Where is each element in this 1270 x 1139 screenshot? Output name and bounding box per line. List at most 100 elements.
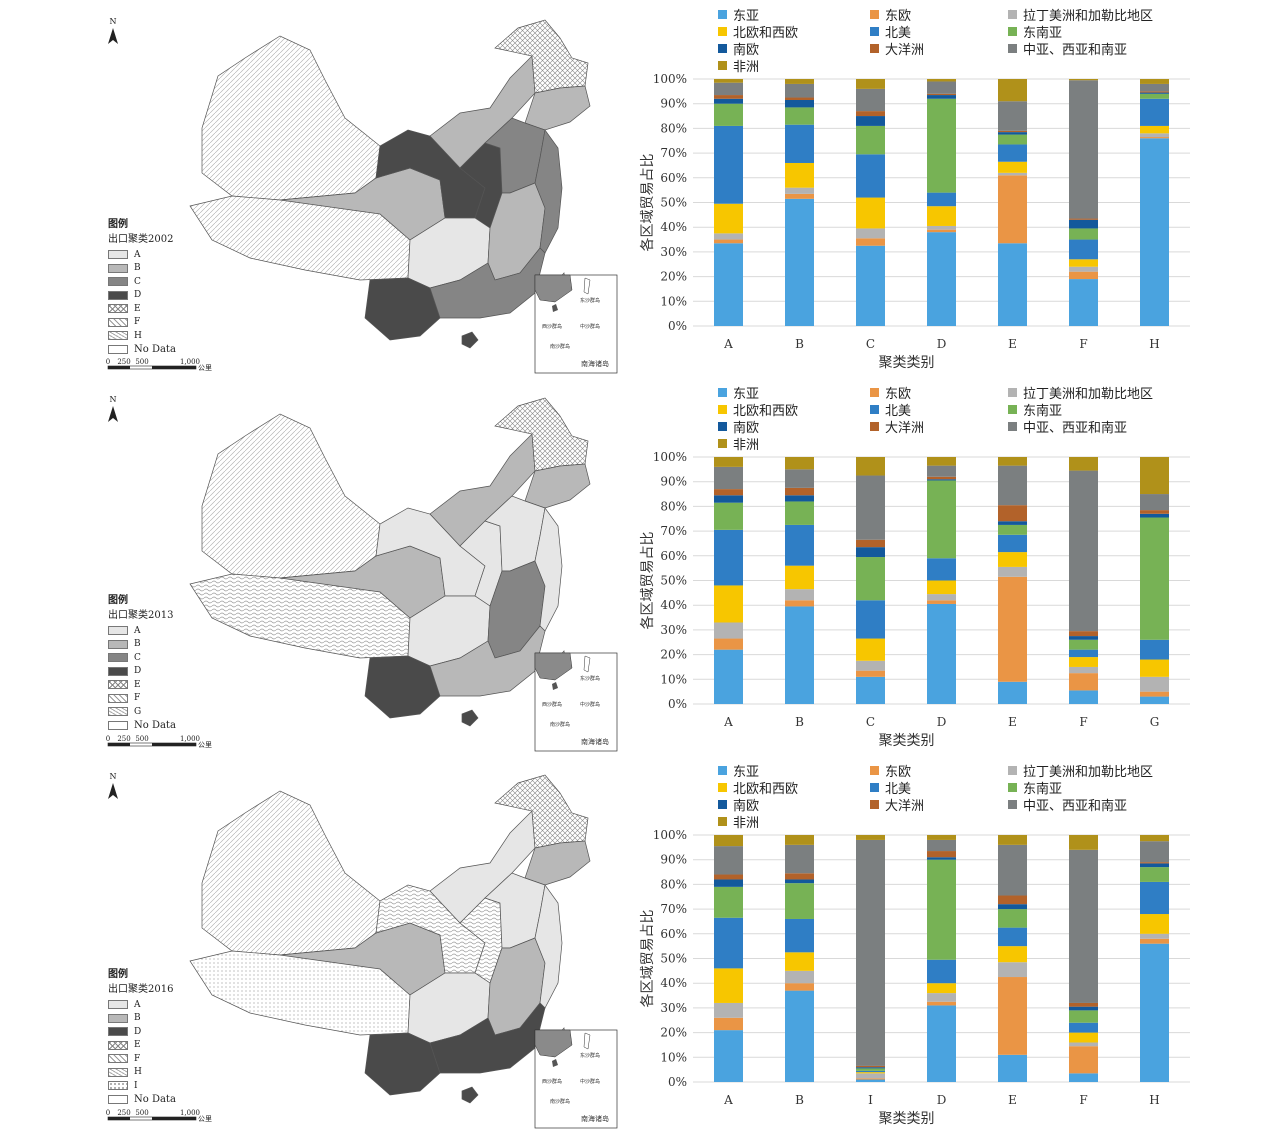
bar-segment [998, 895, 1027, 905]
bar-segment [1140, 98, 1169, 126]
bar-segment [1069, 657, 1098, 667]
bar-segment [1140, 659, 1169, 677]
legend-swatch [870, 766, 879, 775]
island-label: 西沙群岛 [542, 1078, 562, 1085]
bar-segment [785, 79, 814, 84]
bar-segment [1140, 862, 1169, 864]
province-region [534, 507, 563, 632]
bar-segment [714, 79, 743, 83]
bar-segment [998, 566, 1027, 577]
map-legend: 图例 出口聚类2002 A B C D E F H No Data [108, 215, 176, 356]
bar-segment [856, 1073, 885, 1079]
y-tick-label: 80% [660, 877, 687, 891]
bar-segment [1069, 631, 1098, 637]
bar-segment [785, 918, 814, 953]
map-legend-swatch [108, 693, 128, 703]
legend-entry: 中亚、西亚和南亚 [1008, 799, 1127, 815]
bar-segment [785, 469, 814, 488]
legend-label: 拉丁美洲和加勒比地区 [1023, 765, 1154, 780]
bar-segment [785, 589, 814, 601]
bar-segment [1140, 510, 1169, 514]
legend-entry: 东南亚 [1008, 26, 1062, 42]
bar-segment [785, 457, 814, 470]
bar-segment [856, 1078, 885, 1080]
legend-entry: 北美 [870, 26, 911, 42]
bar-segment [1140, 93, 1169, 99]
map-legend-label: D [134, 666, 142, 677]
bar-segment [714, 1017, 743, 1031]
map-legend-row: No Data [108, 1093, 176, 1107]
map-legend-label: A [134, 625, 141, 636]
map-legend-row: F [108, 1052, 176, 1066]
bar-segment [856, 557, 885, 601]
province-region [534, 129, 563, 254]
legend-label: 东南亚 [1023, 404, 1063, 419]
map-legend-swatch [108, 707, 128, 717]
bar-segment [998, 962, 1027, 978]
scale-label: 0 [106, 358, 110, 366]
y-tick-label: 100% [653, 828, 687, 842]
bar-segment [714, 638, 743, 650]
legend-swatch [1008, 422, 1017, 431]
map-legend-row: B [108, 262, 176, 276]
bar-segment [714, 622, 743, 639]
bar-segment [856, 79, 885, 89]
bar-segment [1140, 835, 1169, 842]
bar-segment [714, 239, 743, 244]
bar-segment [785, 107, 814, 125]
scale-label: 1,000 [180, 1109, 200, 1117]
bar-segment [998, 130, 1027, 133]
bar-segment [927, 232, 956, 326]
legend-entry: 拉丁美洲和加勒比地区 [1008, 765, 1153, 781]
legend-label: 东亚 [733, 765, 760, 780]
map-legend-row: E [108, 302, 176, 316]
x-tick-label: D [937, 337, 947, 351]
legend-entry: 南欧 [718, 421, 759, 437]
bar-segment [856, 638, 885, 661]
bar-segment [1140, 943, 1169, 1082]
bar-segment [714, 233, 743, 240]
bar-segment [1140, 691, 1169, 697]
north-arrow-icon: N [108, 17, 118, 44]
map-legend-label: A [134, 999, 141, 1010]
bar-segment [1140, 138, 1169, 326]
bar-segment [927, 993, 956, 1002]
map-legend-label: E [134, 303, 141, 314]
bar-segment [927, 192, 956, 207]
map-legend-row: H [108, 329, 176, 343]
island-label: 西沙群岛 [542, 323, 562, 330]
map-legend-row: No Data [108, 343, 176, 357]
legend-swatch [1008, 10, 1017, 19]
bar-segment [998, 909, 1027, 928]
bar-segment [714, 1030, 743, 1082]
bar-segment [1069, 649, 1098, 658]
map-legend-label: C [134, 276, 141, 287]
bar-segment [927, 479, 956, 481]
legend-entry: 非洲 [718, 60, 759, 76]
map-legend-row: E [108, 678, 176, 692]
bar-segment [785, 193, 814, 199]
legend-entry: 北欧和西欧 [718, 26, 798, 42]
y-tick-label: 40% [660, 598, 687, 612]
bar-segment [714, 874, 743, 880]
map-legend-swatch [108, 277, 128, 287]
bar-segment [856, 197, 885, 229]
bar-segment [785, 495, 814, 502]
bar-segment [856, 835, 885, 840]
bar-segment [785, 487, 814, 496]
bar-segment [998, 172, 1027, 176]
bar-segment [998, 101, 1027, 131]
legend-entry: 东欧 [870, 387, 911, 403]
map-legend-label: G [134, 706, 142, 717]
bar-segment [1069, 639, 1098, 650]
chart-legend: 东亚 东欧 拉丁美洲和加勒比地区 北欧和西欧 北美 东南亚 南欧 大洋洲 中亚、西亚和南亚 非洲 [630, 761, 1190, 831]
north-label: N [110, 772, 117, 781]
map-legend-label: F [134, 1053, 141, 1064]
map-legend: 图例 出口聚类2013 A B C D E F G No Data [108, 591, 176, 732]
chart-legend: 东亚 东欧 拉丁美洲和加勒比地区 北欧和西欧 北美 东南亚 南欧 大洋洲 中亚、西亚和南亚 非洲 [630, 5, 1190, 75]
bar-segment [998, 927, 1027, 947]
bar-segment [1069, 1032, 1098, 1043]
legend-swatch [1008, 766, 1017, 775]
